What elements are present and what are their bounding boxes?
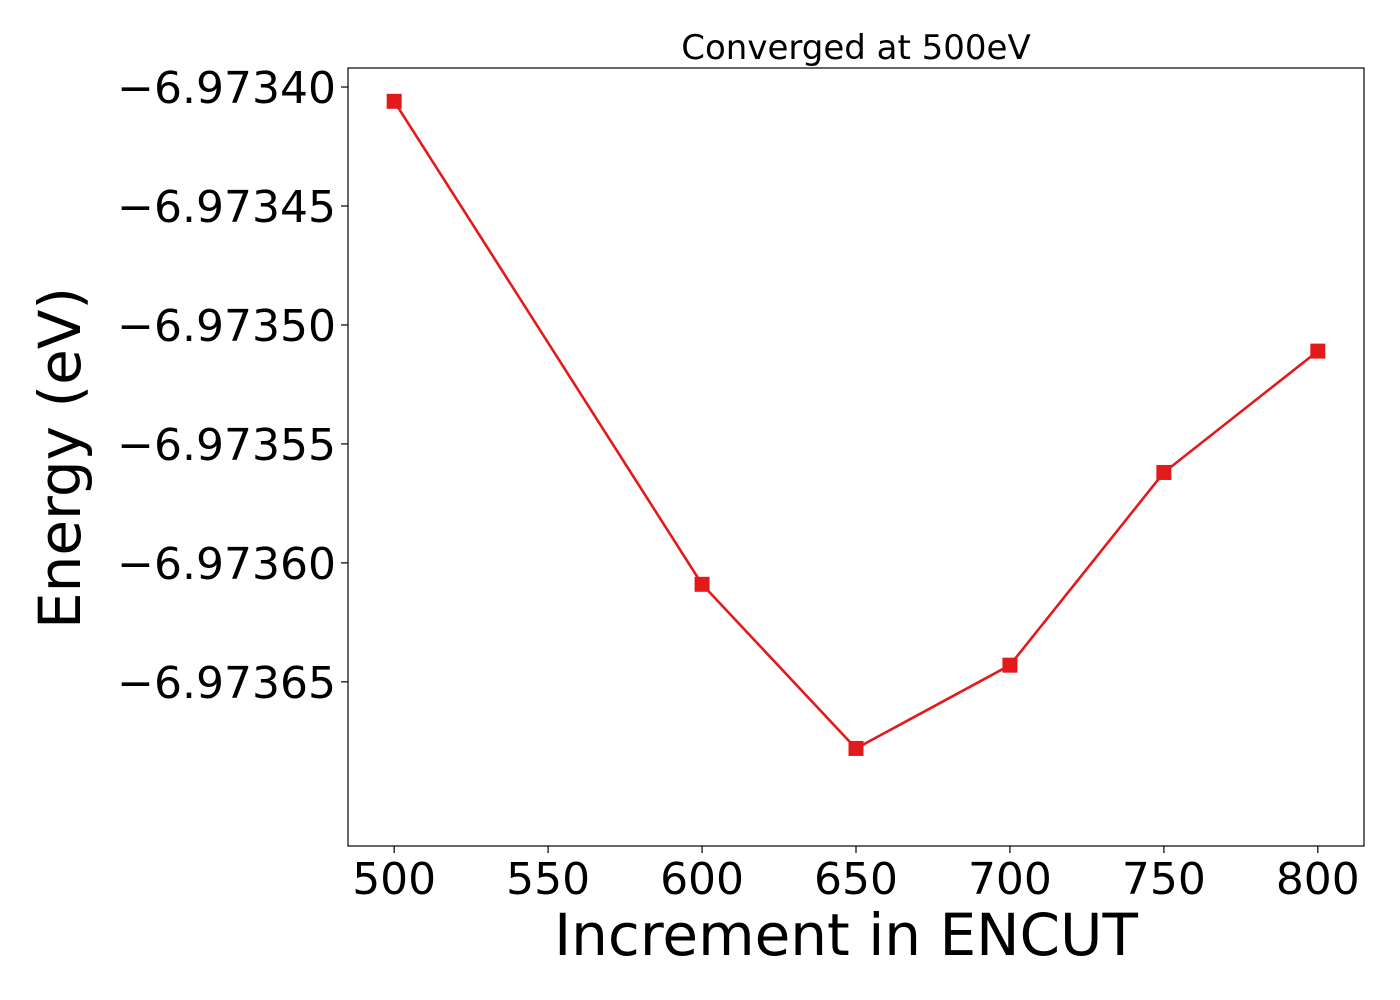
data-point-marker <box>694 576 710 592</box>
data-point-marker <box>848 740 864 756</box>
data-point-marker <box>1156 464 1172 480</box>
series-line-group <box>386 93 1326 756</box>
x-axis-label: Increment in ENCUT <box>554 901 1138 969</box>
x-tick-label: 500 <box>352 854 436 905</box>
y-tick-label: −6.97340 <box>117 63 336 114</box>
x-tick-label: 800 <box>1276 854 1360 905</box>
y-axis-label: Energy (eV) <box>26 287 94 629</box>
data-point-marker <box>1002 657 1018 673</box>
x-tick-label: 650 <box>814 854 898 905</box>
series-line <box>393 100 1319 750</box>
plot-frame <box>347 67 1365 847</box>
x-ticks: 500 550 600 650 700 750 800 <box>352 846 1360 905</box>
x-tick-label: 550 <box>506 854 590 905</box>
data-point-marker <box>386 93 402 109</box>
y-tick-label: −6.97365 <box>117 658 336 709</box>
data-point-marker <box>1310 343 1326 359</box>
y-tick-label: −6.97345 <box>117 182 336 233</box>
x-tick-label: 600 <box>660 854 744 905</box>
y-tick-label: −6.97350 <box>117 301 336 352</box>
y-tick-label: −6.97355 <box>117 420 336 471</box>
y-tick-label: −6.97360 <box>117 539 336 590</box>
y-ticks: −6.97340 −6.97345 −6.97350 −6.97355 −6.97360… <box>117 63 348 709</box>
x-tick-label: 750 <box>1122 854 1206 905</box>
chart-title: Converged at 500eV <box>681 28 1030 68</box>
x-tick-label: 700 <box>968 854 1052 905</box>
